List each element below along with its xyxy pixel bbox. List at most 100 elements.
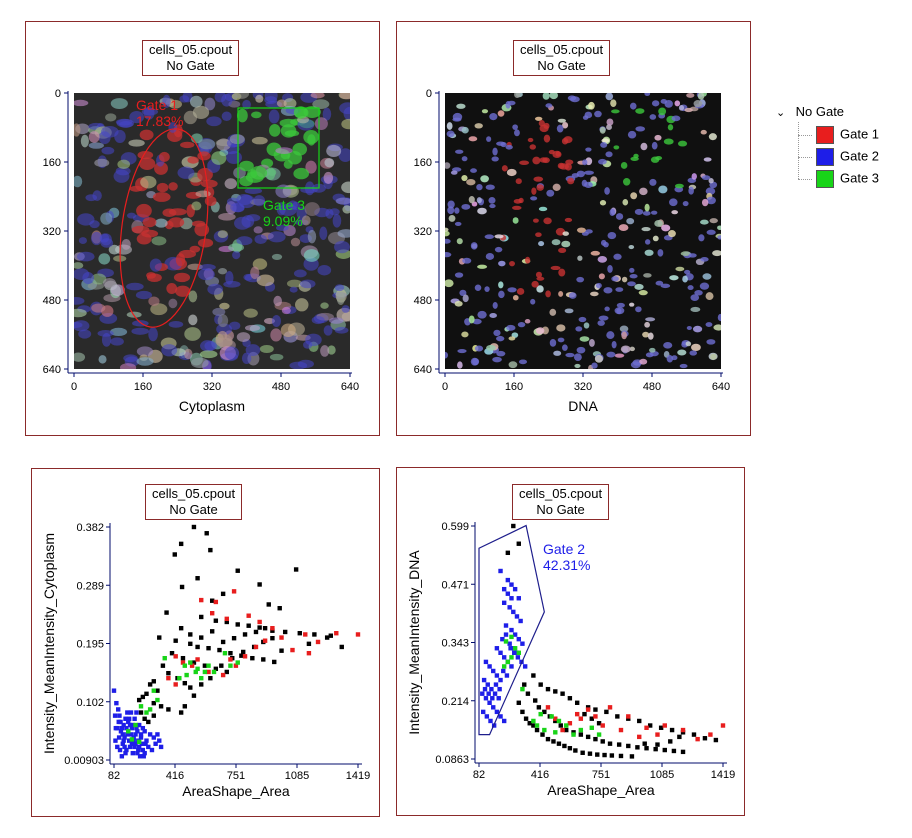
cell	[206, 116, 222, 127]
data-point	[512, 650, 517, 655]
data-point	[578, 732, 584, 737]
data-point	[655, 732, 660, 737]
nucleus	[459, 289, 467, 297]
cell	[204, 97, 216, 111]
y-axis-label: Intensity_MeanIntensity_DNA	[406, 550, 422, 735]
cell	[131, 225, 150, 234]
x-axis-label: AreaShape_Area	[547, 782, 655, 798]
data-point	[239, 653, 244, 658]
nucleus	[507, 287, 517, 293]
nucleus	[512, 124, 518, 130]
data-point	[213, 666, 219, 672]
nucleus	[628, 245, 635, 250]
data-point	[279, 635, 284, 640]
nucleus	[629, 302, 635, 307]
nucleus	[658, 185, 668, 194]
data-point	[538, 711, 543, 717]
data-point	[564, 727, 569, 733]
cell	[129, 110, 145, 124]
cell	[212, 307, 226, 316]
nucleus	[448, 215, 456, 222]
cell	[341, 181, 350, 194]
y-tick-label: 0	[426, 88, 432, 100]
data-point	[116, 735, 122, 740]
nucleus	[543, 134, 551, 143]
nucleus	[701, 175, 711, 181]
cell	[142, 217, 157, 228]
nucleus	[446, 130, 455, 138]
cell	[126, 282, 144, 291]
cell	[305, 160, 317, 174]
nucleus	[644, 321, 650, 328]
plot-title-box: cells_05.cpout No Gate	[512, 484, 610, 520]
cell	[293, 269, 307, 278]
cell	[276, 224, 289, 231]
nucleus	[601, 138, 610, 143]
data-point	[595, 752, 600, 757]
data-point	[720, 723, 726, 728]
nucleus	[511, 332, 519, 338]
cell	[94, 158, 110, 167]
chevron-down-icon[interactable]: ⌄	[776, 107, 786, 119]
nucleus	[594, 110, 602, 118]
cell	[146, 273, 162, 283]
nucleus	[710, 353, 717, 360]
nucleus	[622, 199, 629, 206]
cell	[283, 159, 293, 169]
cell	[336, 291, 345, 306]
nucleus	[531, 187, 537, 195]
legend-item-gate-1[interactable]: Gate 1	[816, 126, 879, 146]
cell	[168, 298, 178, 309]
nucleus	[650, 156, 660, 163]
data-point	[596, 721, 602, 726]
nucleus	[594, 354, 603, 363]
x-tick-label: 416	[166, 770, 184, 782]
cell	[322, 107, 332, 121]
data-point	[522, 664, 528, 669]
cell	[74, 352, 86, 362]
cell	[184, 327, 201, 341]
data-point	[270, 635, 275, 641]
cell	[253, 195, 266, 207]
nucleus	[468, 196, 475, 204]
data-point	[122, 735, 127, 740]
data-point	[629, 754, 635, 759]
legend-root-item[interactable]: ⌄ No Gate	[776, 104, 844, 119]
cell	[244, 187, 263, 194]
cell	[243, 273, 253, 281]
data-point	[158, 704, 164, 709]
x-tick-label: 320	[574, 381, 592, 393]
legend-item-gate-2[interactable]: Gate 2	[816, 148, 879, 168]
legend-item-gate-3[interactable]: Gate 3	[816, 170, 879, 190]
cell	[226, 197, 240, 206]
data-point	[231, 635, 237, 641]
data-point	[140, 725, 146, 731]
data-point	[177, 675, 182, 681]
nucleus	[542, 93, 550, 100]
x-tick-label: 1419	[346, 770, 370, 782]
nucleus	[515, 178, 522, 185]
cell	[273, 295, 282, 307]
cell	[188, 290, 198, 303]
nucleus	[620, 345, 631, 353]
data-point	[290, 647, 295, 653]
data-point	[644, 746, 649, 751]
data-point	[545, 736, 551, 742]
data-point	[542, 727, 547, 733]
data-point	[589, 716, 594, 721]
nucleus	[552, 183, 561, 191]
nucleus	[468, 136, 478, 142]
nucleus	[535, 232, 542, 238]
data-point	[191, 660, 197, 665]
y-tick-label: 0	[55, 88, 61, 100]
nucleus	[445, 279, 454, 288]
cell	[197, 268, 215, 281]
nucleus	[582, 115, 589, 120]
data-point	[487, 700, 492, 705]
nucleus	[466, 178, 476, 186]
data-point	[498, 714, 503, 719]
data-point	[662, 747, 667, 753]
cell	[100, 125, 119, 138]
y-tick-label: 0.195	[76, 639, 104, 651]
cell	[295, 298, 309, 312]
